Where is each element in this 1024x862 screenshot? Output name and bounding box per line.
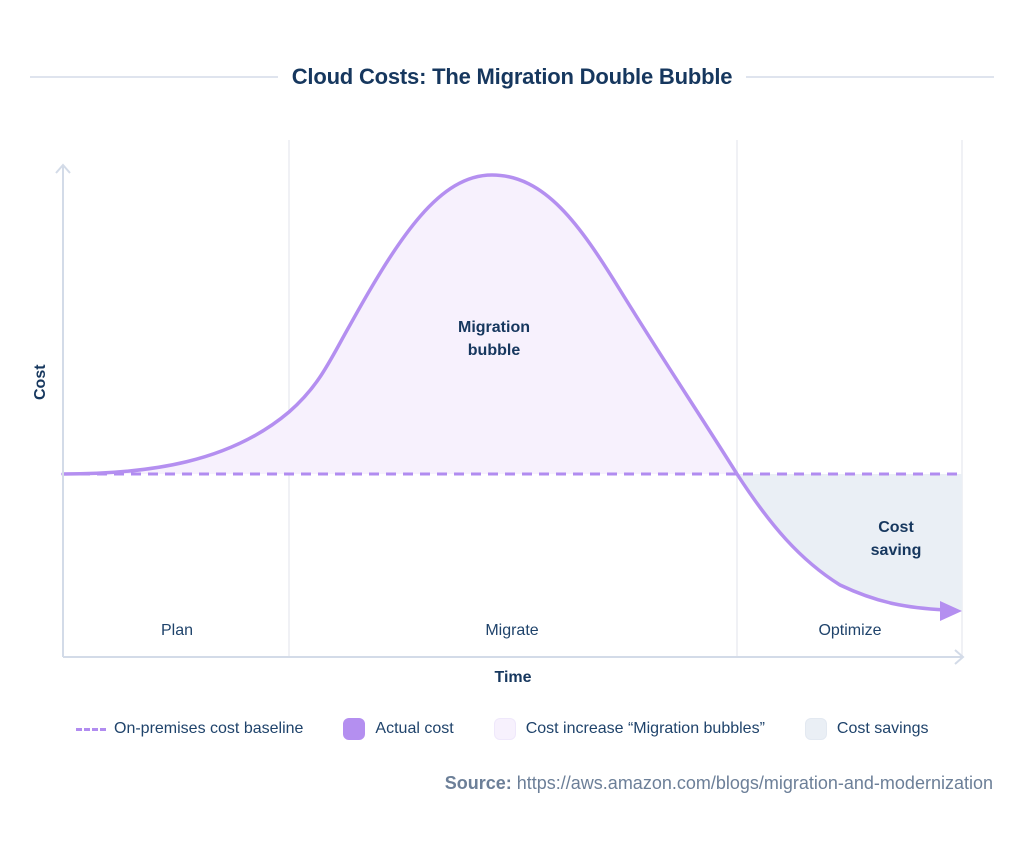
cost-savings-swatch-icon (804, 718, 827, 740)
x-axis-arrow-icon (954, 649, 965, 665)
legend-item-actual-cost: Actual cost (343, 718, 454, 740)
chart-legend: On-premises cost baseline Actual cost Co… (76, 718, 929, 740)
legend-label-baseline: On-premises cost baseline (114, 720, 304, 737)
source-link[interactable]: https://aws.amazon.com/blogs/migration-a… (516, 773, 993, 793)
y-axis-title: Cost (32, 364, 49, 400)
chart-title-bar: Cloud Costs: The Migration Double Bubble (30, 62, 994, 92)
source-prefix: Source: (444, 773, 512, 793)
cost-saving-label-line2: saving (870, 542, 922, 559)
source-credit: Source: https://aws.amazon.com/blogs/mig… (445, 773, 993, 794)
cost-saving-label-line1: Cost (878, 519, 914, 536)
migration-bubble-label-line1: Migration (458, 319, 530, 336)
y-axis-arrow-icon (55, 163, 71, 174)
x-axis-title: Time (494, 669, 532, 686)
migration-bubble-label: Migration bubble (434, 316, 554, 362)
legend-item-cost-increase: Cost increase “Migration bubbles” (493, 718, 765, 740)
chart-title: Cloud Costs: The Migration Double Bubble (291, 64, 733, 89)
legend-item-cost-savings: Cost savings (804, 718, 929, 740)
legend-label-cost-increase: Cost increase “Migration bubbles” (525, 720, 765, 737)
title-rule-right (746, 76, 994, 78)
phase-label-migrate: Migrate (485, 622, 539, 639)
legend-item-baseline: On-premises cost baseline (76, 720, 303, 738)
legend-label-cost-savings: Cost savings (836, 720, 929, 737)
actual-cost-curve (61, 173, 947, 612)
phase-label-plan: Plan (160, 622, 194, 639)
phase-label-optimize: Optimize (818, 622, 882, 639)
curve-arrowhead-icon (940, 601, 962, 621)
cost-saving-area (737, 474, 962, 611)
actual-cost-swatch-icon (343, 718, 366, 740)
dashed-line-swatch-icon (76, 727, 106, 731)
cost-saving-label: Cost saving (846, 516, 946, 562)
cost-increase-swatch-icon (493, 718, 516, 740)
title-rule-left (30, 76, 278, 78)
migration-bubble-label-line2: bubble (467, 342, 521, 359)
legend-label-actual-cost: Actual cost (375, 720, 454, 737)
migration-bubble-area (63, 175, 737, 474)
